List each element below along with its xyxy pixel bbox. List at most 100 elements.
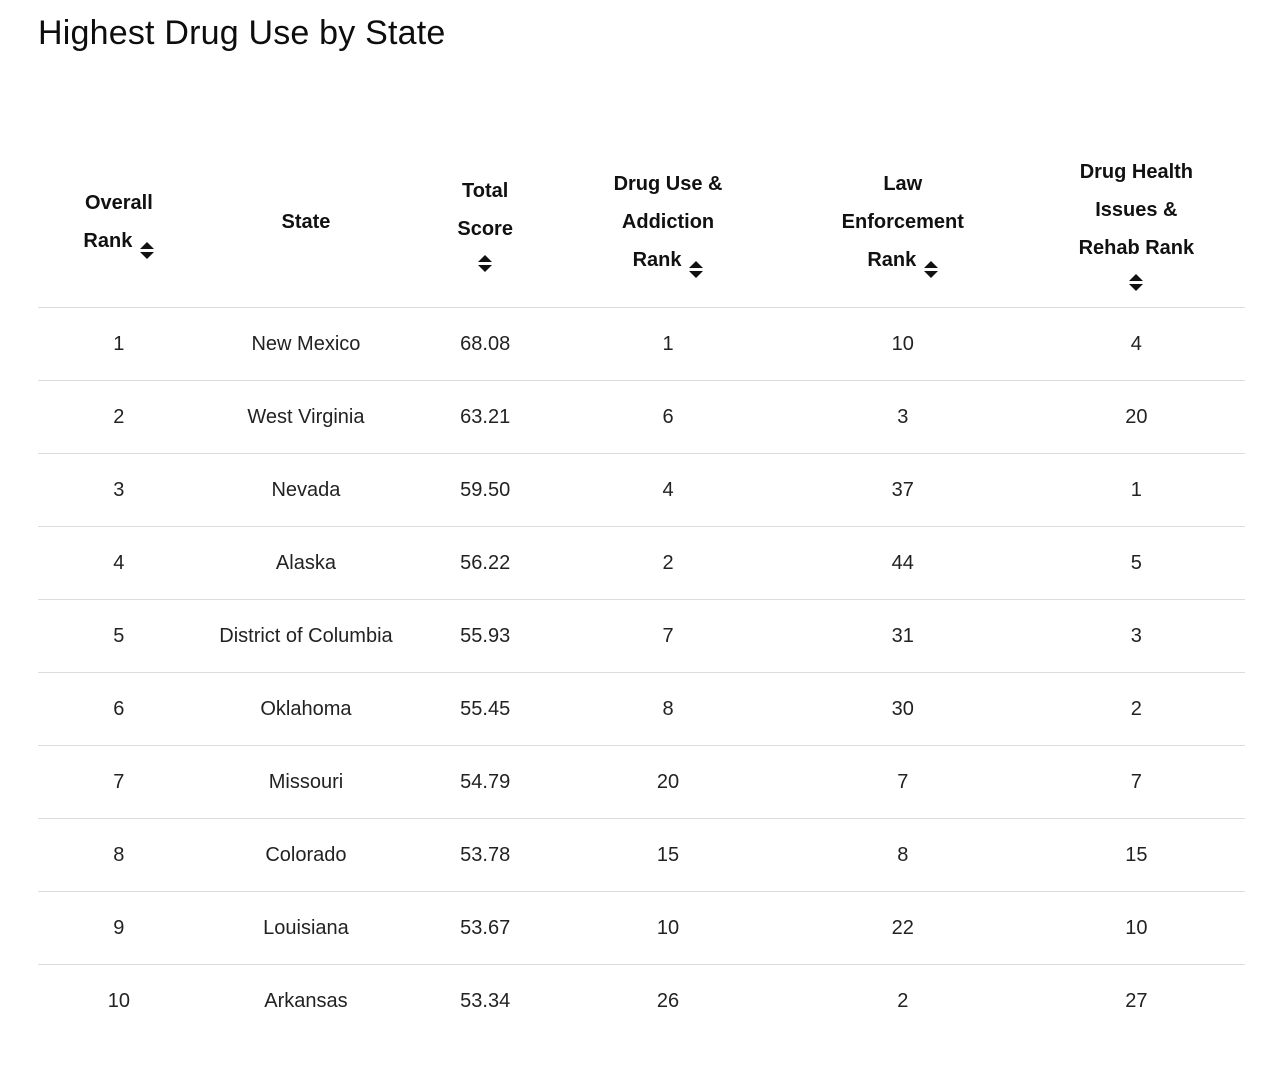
cell-value: 37 [891,478,914,501]
cell-value: 7 [662,624,674,647]
cell-value: 3 [897,405,909,428]
cell-value: 10 [1125,916,1148,939]
sort-asc-desc-icon [689,260,704,278]
cell-value: 59.50 [460,478,511,501]
cell-state: Louisiana [199,890,413,965]
column-header-state: State [200,137,412,307]
cell-state: Colorado [199,817,413,892]
cell-value: 53.67 [460,916,511,939]
cell-value: 2 [1130,697,1142,720]
column-header-overall-rank[interactable]: Overall Rank [38,137,200,307]
triangle-down-icon [140,251,155,259]
triangle-up-icon [140,241,155,249]
cell-state: Missouri [199,744,413,819]
cell-value: 26 [656,989,680,1012]
column-header-label: Drug Use & Addiction Rank [613,172,723,271]
column-header-label: Total Score [457,179,513,240]
cell-overall-rank: 6 [38,671,200,746]
cell-value: 10 [656,916,680,939]
cell-health-rank: 3 [1027,598,1245,673]
cell-law-rank: 30 [777,671,1028,746]
triangle-up-icon [478,254,493,262]
table-row: 1 New Mexico 68.08 1 10 4 [38,306,1245,381]
column-header-drug-use-rank[interactable]: Drug Use & Addiction Rank [558,137,778,307]
cell-total-score: 53.34 [412,963,559,1037]
column-header-content: Law Enforcement Rank [786,165,1020,279]
table-body: 1 New Mexico 68.08 1 10 4 2 West Virginia 63.21 6… [38,306,1245,1037]
cell-law-rank: 7 [777,744,1028,819]
cell-value: 27 [1125,989,1148,1012]
cell-health-rank: 7 [1027,744,1245,819]
cell-overall-rank: 1 [38,306,200,381]
column-header-total-score[interactable]: Total Score [412,137,558,307]
sort-asc-desc-icon [924,260,939,278]
cell-state: West Virginia [199,379,413,454]
column-header-label: Drug Health Issues & Rehab Rank [1078,160,1195,259]
cell-value: New Mexico [251,332,361,355]
table-row: 9 Louisiana 53.67 10 22 10 [38,890,1245,965]
cell-value: Arkansas [264,989,348,1012]
cell-total-score: 53.67 [412,890,559,965]
triangle-up-icon [1129,273,1144,281]
cell-drug-use-rank: 15 [558,817,778,892]
cell-drug-use-rank: 2 [558,525,778,600]
cell-value: 8 [662,697,674,720]
cell-value: 31 [891,624,914,647]
cell-value: Missouri [268,770,344,793]
cell-value: 68.08 [460,332,511,355]
cell-value: 63.21 [460,405,511,428]
table-row: 8 Colorado 53.78 15 8 15 [38,817,1245,892]
column-header-content: Drug Use & Addiction Rank [566,165,770,279]
column-header-content: Overall Rank [46,184,192,260]
cell-health-rank: 1 [1027,452,1245,527]
cell-total-score: 56.22 [412,525,559,600]
sort-asc-desc-icon [1036,273,1237,291]
cell-state: Arkansas [199,963,413,1037]
column-header-label: State [281,210,331,233]
cell-health-rank: 27 [1027,963,1245,1037]
cell-value: 7 [897,770,909,793]
cell-overall-rank: 9 [38,890,200,965]
cell-law-rank: 22 [777,890,1028,965]
cell-total-score: 55.93 [412,598,559,673]
cell-state: District of Columbia [199,598,413,673]
cell-value: 55.93 [460,624,511,647]
cell-value: 3 [113,478,125,501]
cell-law-rank: 37 [777,452,1028,527]
column-header-content: Total Score [420,172,550,272]
drug-use-by-state-table: Overall Rank State Total Score Drug Use & A… [38,137,1245,1037]
table-row: 4 Alaska 56.22 2 44 5 [38,525,1245,600]
cell-value: 10 [107,989,130,1012]
sort-asc-desc-icon [140,241,155,259]
column-header-health-rank[interactable]: Drug Health Issues & Rehab Rank [1028,137,1245,307]
cell-value: 15 [1125,843,1148,866]
cell-value: 4 [113,551,125,574]
cell-law-rank: 31 [777,598,1028,673]
triangle-down-icon [478,264,493,272]
cell-overall-rank: 8 [38,817,200,892]
cell-drug-use-rank: 8 [558,671,778,746]
cell-value: 20 [656,770,680,793]
cell-overall-rank: 7 [38,744,200,819]
cell-drug-use-rank: 26 [558,963,778,1037]
cell-value: 9 [113,916,125,939]
column-header-content: Drug Health Issues & Rehab Rank [1036,153,1237,291]
cell-value: 20 [1125,405,1148,428]
cell-overall-rank: 2 [38,379,200,454]
table-row: 2 West Virginia 63.21 6 3 20 [38,379,1245,454]
cell-value: 44 [891,551,914,574]
column-header-law-rank[interactable]: Law Enforcement Rank [778,137,1028,307]
cell-value: 1 [662,332,674,355]
cell-value: Alaska [275,551,336,574]
cell-law-rank: 8 [777,817,1028,892]
cell-value: Oklahoma [260,697,352,720]
cell-health-rank: 10 [1027,890,1245,965]
cell-health-rank: 2 [1027,671,1245,746]
sort-asc-desc-icon [420,254,550,272]
cell-drug-use-rank: 7 [558,598,778,673]
cell-value: 6 [662,405,674,428]
cell-value: 4 [662,478,674,501]
cell-state: Alaska [199,525,413,600]
cell-overall-rank: 3 [38,452,200,527]
